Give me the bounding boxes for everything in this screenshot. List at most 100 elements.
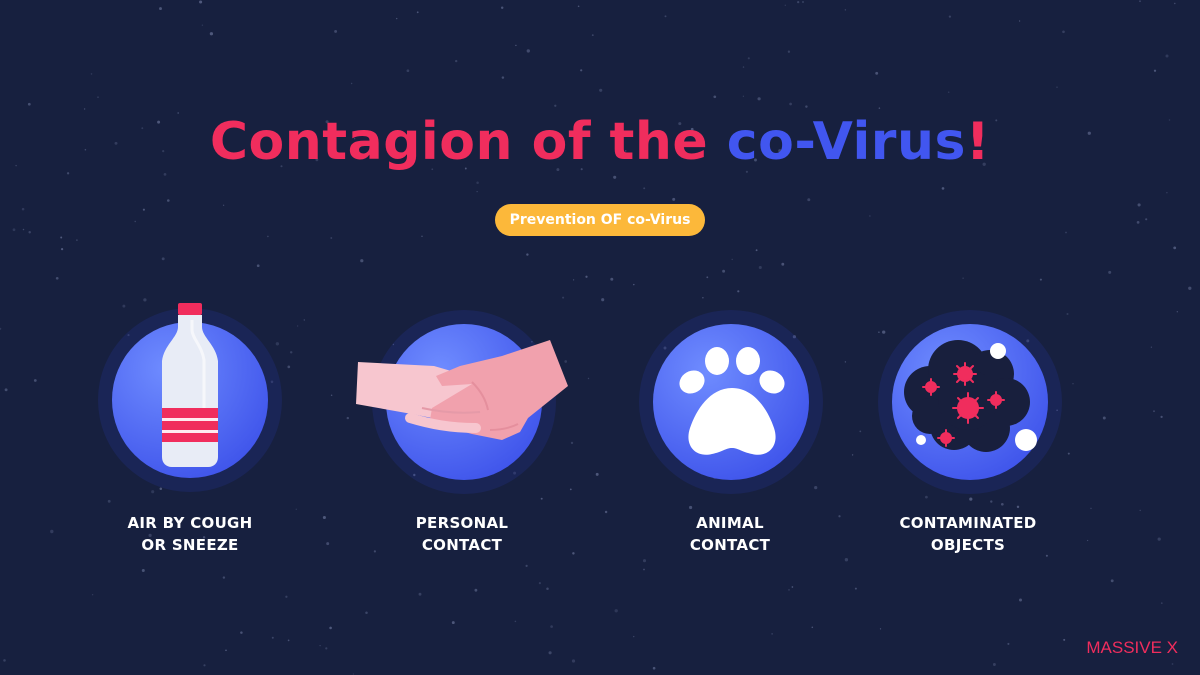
- star-dot: [287, 365, 291, 369]
- star-dot: [97, 96, 99, 98]
- star-dot: [330, 394, 333, 396]
- star-dot: [642, 559, 647, 563]
- star-dot: [513, 471, 517, 475]
- star-dot: [303, 319, 305, 321]
- star-dot: [1019, 598, 1022, 602]
- star-dot: [431, 168, 434, 171]
- star-dot: [514, 620, 517, 623]
- star-dot: [148, 533, 152, 537]
- star-dot: [60, 247, 64, 251]
- star-dot: [143, 298, 147, 302]
- star-dot: [151, 490, 155, 494]
- handshake-icon: [352, 300, 572, 500]
- star-dot: [1176, 311, 1178, 313]
- star-dot: [878, 107, 881, 109]
- star-dot: [737, 290, 740, 293]
- star-dot: [791, 586, 794, 588]
- star-dot: [1056, 409, 1058, 411]
- star-dot: [256, 264, 260, 268]
- star-dot: [604, 510, 608, 514]
- star-dot: [569, 488, 572, 491]
- star-dot: [84, 148, 87, 151]
- star-dot: [572, 552, 575, 555]
- star-dot: [1157, 537, 1161, 541]
- star-dot: [678, 122, 682, 126]
- star-dot: [969, 497, 973, 501]
- star-dot: [27, 102, 31, 106]
- star-dot: [1007, 642, 1010, 645]
- star-dot: [50, 529, 54, 534]
- star-dot: [1026, 339, 1030, 343]
- star-dot: [329, 626, 332, 630]
- star-dot: [330, 237, 333, 239]
- star-dot: [525, 564, 528, 568]
- star-dot: [350, 82, 353, 85]
- water-bottle-icon: [80, 300, 300, 500]
- star-dot: [1136, 221, 1140, 224]
- star-dot: [643, 187, 646, 190]
- star-dot: [548, 651, 552, 655]
- star-dot: [21, 207, 25, 211]
- star-dot: [464, 167, 467, 170]
- star-dot: [1137, 203, 1141, 207]
- star-dot: [784, 4, 786, 6]
- star-dot: [643, 568, 645, 571]
- star-dot: [1153, 410, 1155, 413]
- star-dot: [1171, 663, 1174, 665]
- star-dot: [941, 187, 945, 190]
- star-dot: [270, 380, 274, 384]
- star-dot: [66, 172, 70, 175]
- star-dot: [838, 515, 841, 518]
- star-dot: [1139, 509, 1141, 512]
- star-dot: [1173, 246, 1177, 250]
- star-dot: [549, 154, 552, 157]
- star-dot: [406, 69, 410, 73]
- star-dot: [12, 228, 16, 232]
- star-dot: [325, 120, 329, 124]
- star-dot: [267, 235, 269, 238]
- star-dot: [0, 327, 2, 330]
- virus-cloud-icon: [858, 300, 1078, 500]
- star-dot: [844, 9, 847, 11]
- star-dot: [802, 1, 804, 3]
- star-dot: [844, 558, 849, 562]
- star-dot: [771, 633, 773, 635]
- star-dot: [562, 296, 565, 299]
- star-dot: [722, 269, 726, 273]
- star-dot: [1090, 507, 1092, 510]
- star-dot: [159, 7, 162, 11]
- star-dot: [807, 198, 811, 202]
- star-dot: [515, 44, 517, 47]
- star-dot: [90, 73, 93, 75]
- star-dot: [354, 138, 356, 140]
- star-dot: [1102, 416, 1106, 420]
- star-dot: [797, 0, 800, 4]
- star-dot: [22, 228, 25, 231]
- star-dot: [1062, 30, 1065, 34]
- star-dot: [878, 331, 880, 334]
- star-dot: [271, 636, 274, 639]
- star-dot: [875, 71, 879, 75]
- star-dot: [754, 158, 757, 162]
- star-dot: [851, 454, 854, 456]
- item-label: AIR BY COUGH OR SNEEZE: [127, 514, 253, 554]
- star-dot: [1174, 2, 1176, 5]
- star-dot: [879, 628, 882, 630]
- star-dot: [1086, 539, 1089, 542]
- star-dot: [33, 379, 37, 382]
- star-dot: [1153, 69, 1157, 72]
- star-dot: [334, 29, 338, 33]
- star-dot: [501, 76, 505, 79]
- star-dot: [540, 497, 543, 500]
- star-dot: [91, 594, 94, 596]
- star-dot: [416, 11, 419, 14]
- star-dot: [713, 95, 717, 99]
- star-dot: [587, 377, 590, 380]
- star-dot: [591, 34, 594, 37]
- star-dot: [854, 587, 857, 590]
- star-dot: [624, 150, 627, 152]
- star-dot: [392, 343, 395, 346]
- star-dot: [742, 95, 745, 97]
- star-dot: [55, 276, 59, 280]
- star-dot: [60, 236, 63, 239]
